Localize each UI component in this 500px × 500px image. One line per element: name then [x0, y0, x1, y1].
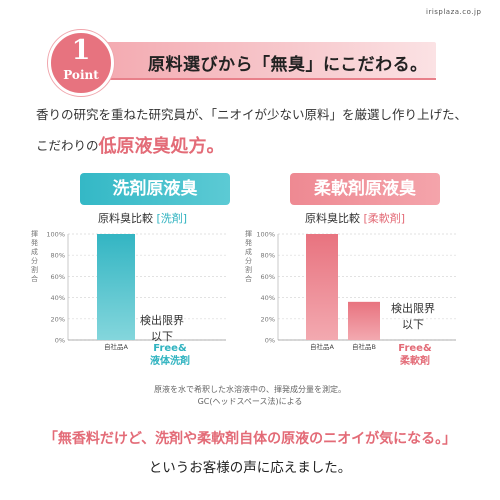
- detergent-chart: 100% 80% 60% 40% 20% 0% 自社品A: [46, 231, 226, 351]
- intro-prefix: こだわりの: [36, 138, 99, 153]
- product-line-1: Free&: [398, 343, 432, 354]
- bar-1: [306, 234, 338, 340]
- limit-line-1: 検出限界: [391, 302, 435, 315]
- y-tick-label: 20%: [51, 315, 65, 323]
- subtitle-prefix: 原料臭比較: [98, 212, 153, 225]
- x-tick-label: 自社品B: [352, 342, 376, 351]
- product-line-2: 液体洗剤: [150, 356, 190, 367]
- intro-line-2: こだわりの低原液臭処方。: [36, 130, 225, 157]
- x-tick-label: 自社品A: [310, 342, 335, 351]
- product-line-1: Free&: [153, 343, 187, 354]
- y-tick-label: 80%: [261, 252, 275, 260]
- customer-quote: 「無香料だけど、洗剤や柔軟剤自体の原液のニオイが気になる。」: [43, 431, 457, 447]
- y-tick-label: 40%: [261, 294, 275, 302]
- site-url: irisplaza.co.jp: [426, 8, 482, 16]
- y-tick-label: 60%: [51, 273, 65, 281]
- point-badge: 1 Point: [48, 30, 114, 96]
- subtitle-tag: [柔軟剤]: [363, 212, 406, 225]
- banner-underline: [84, 78, 436, 80]
- bar-2: [348, 301, 380, 340]
- y-tick-label: 40%: [51, 294, 65, 302]
- y-tick-label: 100%: [46, 231, 65, 239]
- detection-limit-label: 検出限界 以下: [132, 312, 192, 344]
- limit-line-1: 検出限界: [140, 314, 184, 327]
- y-tick-label: 0%: [55, 337, 65, 345]
- method-note-2: GC(ヘッドスペース法)による: [197, 397, 303, 406]
- intro-accent: 低原液臭処方。: [98, 136, 225, 157]
- limit-line-2: 以下: [402, 318, 424, 331]
- method-note-1: 原液を水で希釈した水溶液中の、揮発成分量を測定。: [154, 385, 346, 394]
- point-word: Point: [63, 68, 99, 82]
- product-line-2: 柔軟剤: [400, 356, 430, 367]
- detection-limit-label: 検出限界 以下: [383, 300, 443, 332]
- y-tick-label: 60%: [261, 273, 275, 281]
- point-banner: [84, 42, 436, 78]
- intro-line-1: 香りの研究を重ねた研究員が、「ニオイが少ない原料」を厳選し作り上げた、: [36, 107, 468, 122]
- y-axis-label: 揮発成分割合: [245, 230, 252, 283]
- y-tick-label: 0%: [265, 337, 275, 345]
- chart-title-softener: 柔軟剤原液臭: [290, 173, 440, 205]
- bar-1: [97, 234, 135, 340]
- softener-chart: 100% 80% 60% 40% 20% 0% 自社品A 自社品B: [256, 231, 456, 351]
- closing-line: というお客様の声に応えました。: [148, 460, 352, 476]
- limit-line-2: 以下: [151, 330, 173, 343]
- y-axis-label: 揮発成分割合: [31, 230, 38, 283]
- x-tick-label: 自社品A: [104, 342, 129, 351]
- chart-title-detergent: 洗剤原液臭: [80, 173, 230, 205]
- y-tick-label: 20%: [261, 315, 275, 323]
- banner-title: 原料選びから「無臭」にこだわる。: [148, 55, 428, 75]
- chart-subtitle-detergent: 原料臭比較 [洗剤]: [98, 210, 187, 226]
- product-label-detergent: Free& 液体洗剤: [140, 342, 200, 368]
- product-label-softener: Free& 柔軟剤: [385, 342, 445, 368]
- y-tick-label: 80%: [51, 252, 65, 260]
- chart-subtitle-softener: 原料臭比較 [柔軟剤]: [305, 210, 405, 226]
- point-number: 1: [71, 35, 91, 66]
- y-tick-label: 100%: [256, 231, 275, 239]
- subtitle-prefix: 原料臭比較: [305, 212, 360, 225]
- subtitle-tag: [洗剤]: [156, 212, 188, 225]
